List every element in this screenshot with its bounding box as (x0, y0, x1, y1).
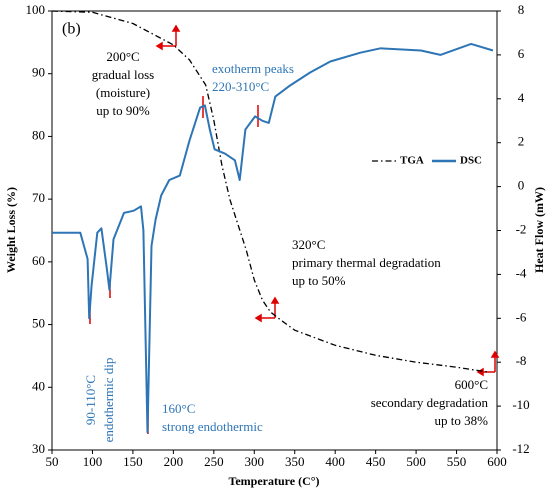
y2-tick-label: -4 (516, 265, 527, 280)
annotation-line: up to 50% (292, 273, 346, 288)
panel-label: (b) (62, 21, 81, 38)
x-tick-label: 100 (83, 454, 103, 469)
series-line (51, 10, 489, 373)
annotation: 90-110°C endothermic dip (83, 358, 116, 443)
legend-label: TGA (400, 155, 424, 167)
y-tick-label: 70 (32, 190, 45, 205)
y-tick-label: 40 (32, 378, 45, 393)
y2-axis-label: Heat Flow (mW) (532, 187, 546, 273)
x-tick-label: 550 (447, 454, 467, 469)
annotation-line: 90-110°C (83, 375, 98, 425)
annotation-line: 220-310°C (212, 79, 269, 94)
annotation: 320°C primary thermal degradation up to … (292, 237, 441, 288)
y-tick-label: 30 (32, 441, 45, 456)
arrow-markers (89, 24, 500, 434)
y2-tick-label: -6 (516, 309, 527, 324)
y-axis-label: Weight Loss (%) (4, 187, 18, 273)
y2-tick-label: 8 (518, 2, 525, 17)
x-axis-label: Temperature (C°) (228, 474, 319, 488)
x-tick-label: 500 (406, 454, 426, 469)
y-tick-label: 60 (32, 253, 45, 268)
y2-tick-label: 6 (518, 46, 525, 61)
annotation-line: 200°C (106, 49, 139, 64)
x-tick-label: 200 (164, 454, 184, 469)
x-tick-label: 600 (487, 454, 507, 469)
y2-tick-label: 0 (518, 178, 525, 193)
legend-label: DSC (460, 155, 482, 167)
annotation-line: endothermic dip (101, 358, 116, 443)
annotation: exotherm peaks 220-310°C (212, 61, 294, 94)
y-tick-label: 50 (32, 316, 45, 331)
y-tick-label: 90 (32, 65, 45, 80)
annotation-line: gradual loss (92, 67, 154, 82)
annotation: 600°C secondary degradation up to 38% (371, 377, 489, 428)
y2-tick-label: 2 (518, 134, 525, 149)
annotation-line: primary thermal degradation (292, 255, 441, 270)
y2-tick-label: 4 (518, 90, 525, 105)
annotation: 200°C gradual loss (moisture) up to 90% (92, 49, 154, 118)
y2-tick-label: -8 (516, 353, 527, 368)
annotation: 160°C strong endothermic (162, 401, 263, 434)
annotation-line: 600°C (455, 377, 488, 392)
x-tick-label: 400 (325, 454, 345, 469)
x-tick-label: 50 (46, 454, 59, 469)
y-tick-label: 100 (26, 2, 46, 17)
x-tick-label: 350 (285, 454, 305, 469)
series-line (52, 42, 494, 434)
y2-tick-label: -2 (516, 221, 527, 236)
annotation-line: up to 90% (96, 103, 150, 118)
annotation-line: (moisture) (96, 85, 150, 100)
x-tick-label: 300 (245, 454, 265, 469)
x-tick-label: 250 (204, 454, 224, 469)
annotation-line: 320°C (292, 237, 325, 252)
annotation-line: strong endothermic (162, 419, 263, 434)
y-tick-label: 80 (32, 127, 45, 142)
y2-tick-label: -12 (512, 441, 529, 456)
annotation-line: 160°C (162, 401, 195, 416)
x-tick-label: 150 (123, 454, 143, 469)
y2-tick-label: -10 (512, 397, 529, 412)
x-tick-label: 450 (366, 454, 386, 469)
annotation-line: exotherm peaks (212, 61, 294, 76)
annotation-line: secondary degradation (371, 395, 489, 410)
annotation-line: up to 38% (435, 413, 489, 428)
